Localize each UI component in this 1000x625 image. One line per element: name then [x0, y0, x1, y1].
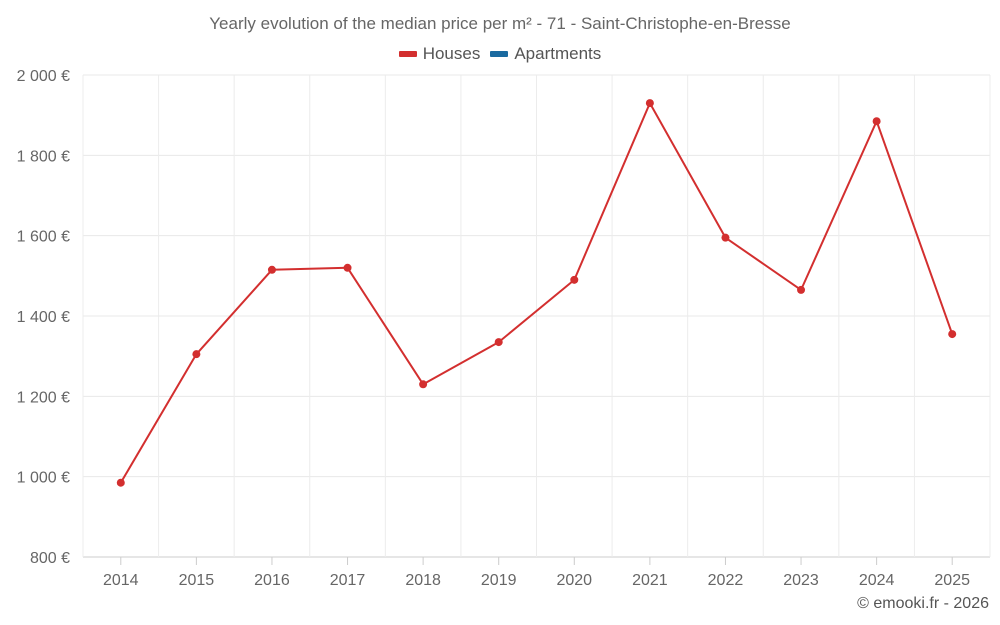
data-point: [116, 478, 125, 487]
y-tick-label: 1 600 €: [17, 229, 70, 246]
data-point: [872, 117, 881, 126]
y-tick-label: 2 000 €: [17, 68, 70, 85]
x-tick-label: 2020: [556, 572, 592, 589]
x-tick-label: 2022: [708, 572, 744, 589]
data-point: [267, 265, 276, 274]
data-point: [494, 338, 503, 347]
legend-item-houses[interactable]: Houses: [398, 44, 481, 64]
x-tick-label: 2024: [859, 572, 895, 589]
series-line-houses: [119, 102, 954, 484]
y-tick-label: 1 400 €: [17, 309, 70, 326]
legend-label-houses: Houses: [422, 44, 481, 63]
x-tick-label: 2019: [481, 572, 517, 589]
data-point: [419, 380, 428, 389]
y-tick-label: 800 €: [30, 550, 70, 567]
x-tick-label: 2025: [934, 572, 970, 589]
x-tick-label: 2016: [254, 572, 290, 589]
legend-item-apartments[interactable]: Apartments: [490, 44, 601, 64]
x-tick-label: 2015: [179, 572, 215, 589]
y-tick-label: 1 200 €: [17, 389, 70, 406]
legend-swatch-apartments: [490, 51, 509, 57]
data-point: [721, 233, 730, 242]
x-tick-label: 2014: [103, 572, 139, 589]
chart-title: Yearly evolution of the median price per…: [209, 14, 791, 33]
legend-swatch-houses: [398, 51, 417, 57]
x-tick-label: 2023: [783, 572, 819, 589]
data-point: [948, 330, 957, 339]
y-tick-label: 1 000 €: [17, 470, 70, 487]
data-point: [343, 263, 352, 272]
x-tick-label: 2021: [632, 572, 668, 589]
data-point: [570, 275, 579, 284]
x-tick-label: 2017: [330, 572, 366, 589]
y-tick-label: 1 800 €: [17, 148, 70, 165]
data-point: [645, 99, 654, 108]
legend-label-apartments: Apartments: [514, 44, 602, 63]
legend: Houses Apartments: [0, 44, 1000, 64]
credit-text: © emooki.fr - 2026: [857, 595, 989, 612]
data-point: [797, 285, 806, 294]
x-tick-label: 2018: [405, 572, 441, 589]
data-point: [192, 350, 201, 359]
